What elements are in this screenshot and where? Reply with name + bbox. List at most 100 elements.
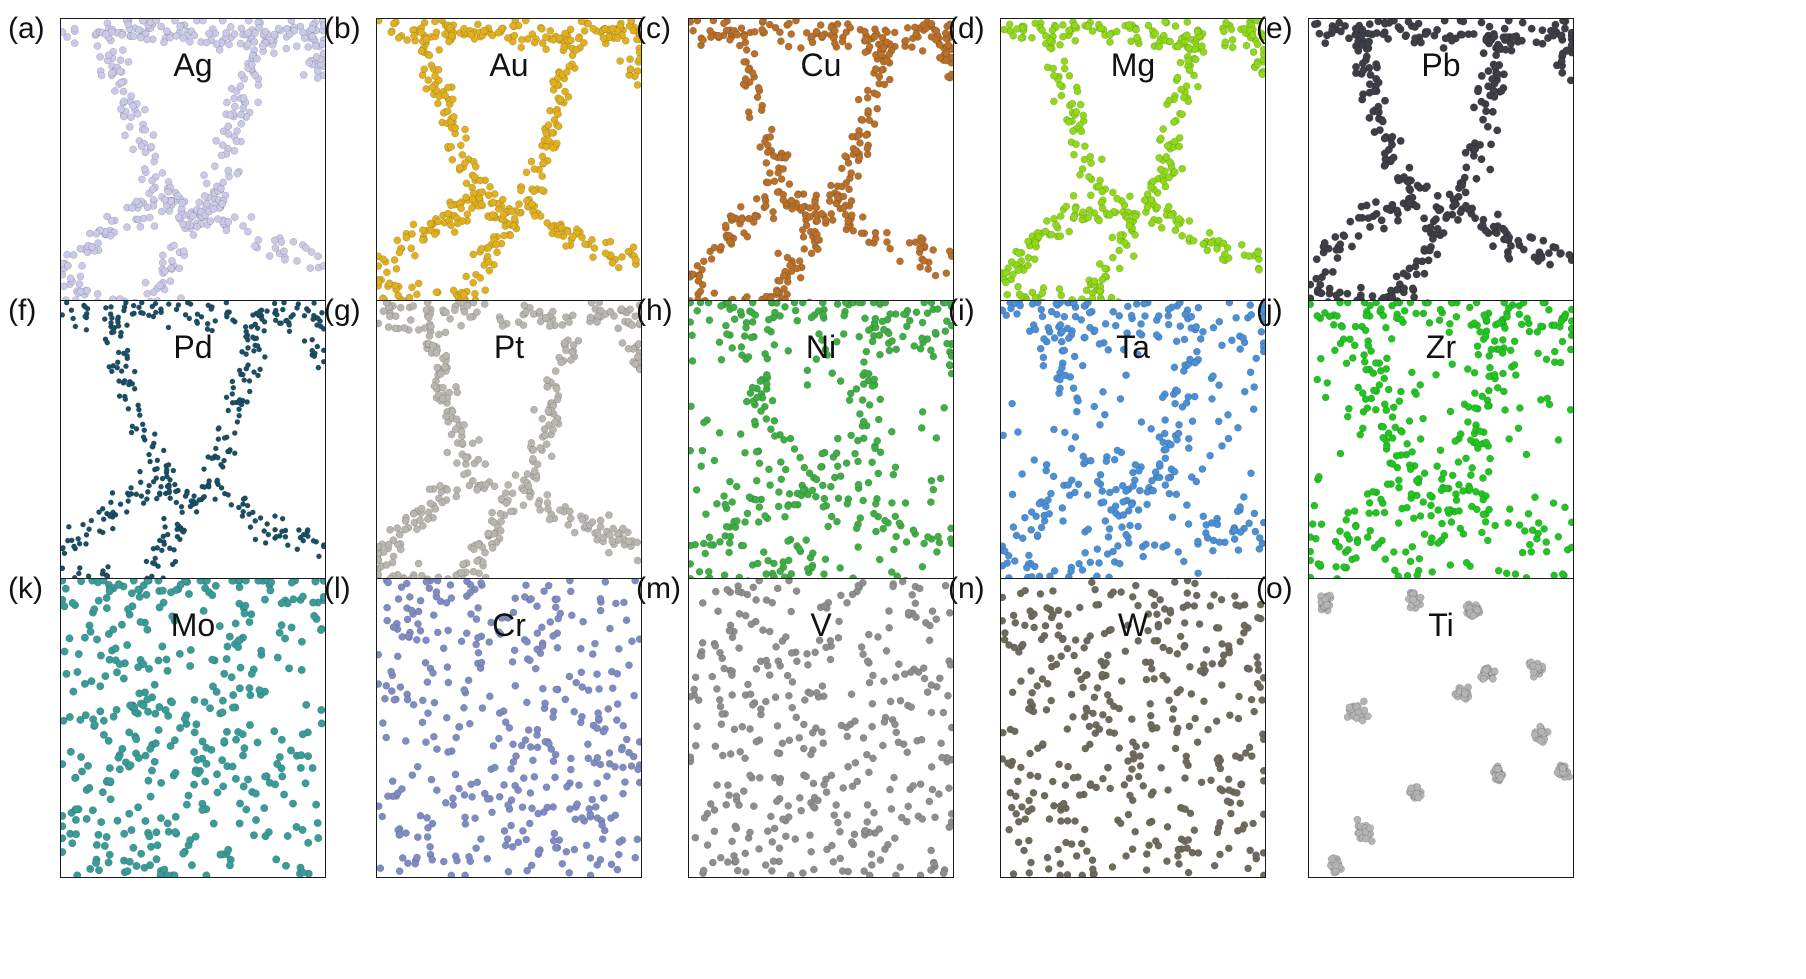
atom-dot (279, 528, 285, 535)
atom-dot (803, 565, 812, 573)
atom-dot (239, 348, 245, 355)
atom-dot (726, 532, 735, 541)
atom-dot (1078, 566, 1087, 574)
atom-dot (1251, 527, 1260, 536)
atom-dot (1163, 141, 1172, 150)
atom-dot (781, 303, 789, 311)
atom-dot (1030, 456, 1039, 464)
atom-dot (768, 396, 777, 405)
atom-dot (474, 455, 483, 464)
atom-dot (145, 489, 151, 495)
atom-dot (752, 476, 761, 485)
atom-dot (1505, 435, 1514, 443)
atom-dot (456, 141, 465, 150)
atom-dot (1372, 359, 1380, 367)
atom-dot (1086, 323, 1094, 332)
atom-dot (634, 352, 641, 361)
atom-dot (408, 283, 416, 292)
atom-dot (75, 535, 81, 542)
atom-dot (812, 492, 820, 501)
atom-dot (490, 482, 499, 491)
atom-dot (1187, 473, 1196, 481)
atom-dot (715, 429, 724, 437)
atom-dot (1540, 525, 1548, 533)
atom-dot (1316, 289, 1326, 298)
atom-dot (1124, 302, 1132, 311)
atom-dot (1032, 512, 1040, 521)
atom-dot (1567, 317, 1573, 325)
atom-dot (149, 303, 156, 310)
atom-dot (507, 507, 515, 516)
atom-dot (314, 343, 321, 350)
atom-dot (1462, 558, 1471, 567)
atom-dot (787, 196, 796, 205)
atom-dot (1218, 442, 1226, 450)
atom-map-frame: Pb (1308, 18, 1574, 318)
atom-dot (175, 649, 184, 658)
atom-dot (1404, 19, 1413, 26)
atom-dot (186, 645, 195, 655)
atom-dot (102, 593, 111, 603)
atom-dot (1014, 428, 1022, 436)
atom-dot (901, 499, 910, 507)
atom-dot (1412, 202, 1421, 211)
atom-dot (935, 53, 944, 62)
atom-dot (1471, 404, 1479, 412)
atom-dot (1105, 30, 1114, 39)
atom-dot (1042, 460, 1051, 469)
atom-dot (1432, 370, 1440, 379)
atom-dot (244, 40, 252, 49)
atom-dot (1009, 270, 1017, 279)
atom-dot (624, 344, 633, 353)
atom-dot (1021, 513, 1029, 522)
atom-dot (317, 706, 325, 715)
atom-dot (1546, 260, 1555, 269)
atom-dot (158, 483, 164, 490)
atom-dot (1312, 255, 1321, 264)
atom-dot (265, 252, 274, 260)
atom-dot (1556, 249, 1565, 258)
atom-dot (633, 556, 641, 565)
atom-dot (1421, 30, 1430, 39)
atom-dot (286, 328, 293, 335)
atom-dot (141, 751, 150, 760)
atom-dot (631, 360, 640, 369)
atom-dot (744, 353, 753, 361)
atom-dot (414, 326, 423, 334)
atom-dot (223, 301, 230, 306)
atom-dot (554, 122, 563, 131)
atom-dot (871, 444, 879, 453)
atom-dot (108, 368, 115, 375)
atom-dot (855, 332, 864, 341)
atom-dot (1137, 418, 1146, 426)
atom-dot (1122, 371, 1130, 379)
atom-dot (1474, 444, 1482, 453)
atom-dot (150, 545, 157, 552)
atom-dot (1500, 226, 1509, 235)
atom-dot (859, 496, 868, 505)
atom-dot (1320, 238, 1329, 247)
atom-dot (159, 475, 166, 482)
atom-dot (841, 301, 850, 307)
atom-dot (1115, 559, 1124, 568)
atom-dot (281, 301, 287, 306)
atom-dot (1065, 227, 1074, 236)
atom-dot (701, 549, 710, 558)
atom-dot (1056, 384, 1064, 393)
atom-dot (588, 236, 596, 244)
atom-dot (272, 526, 278, 533)
atom-dot (1001, 547, 1009, 555)
atom-dot (1510, 361, 1519, 369)
atom-dot (762, 370, 771, 379)
atom-dot (65, 634, 74, 643)
atom-dot (723, 330, 731, 338)
atom-dot (117, 501, 124, 508)
atom-dot (856, 514, 865, 522)
atom-dot (305, 58, 313, 67)
atom-dot (1135, 329, 1144, 338)
atom-dot (377, 556, 383, 564)
atom-dot (76, 570, 82, 577)
atom-dot (758, 25, 766, 34)
atom-dot (1554, 436, 1563, 444)
atom-dot (147, 458, 153, 465)
